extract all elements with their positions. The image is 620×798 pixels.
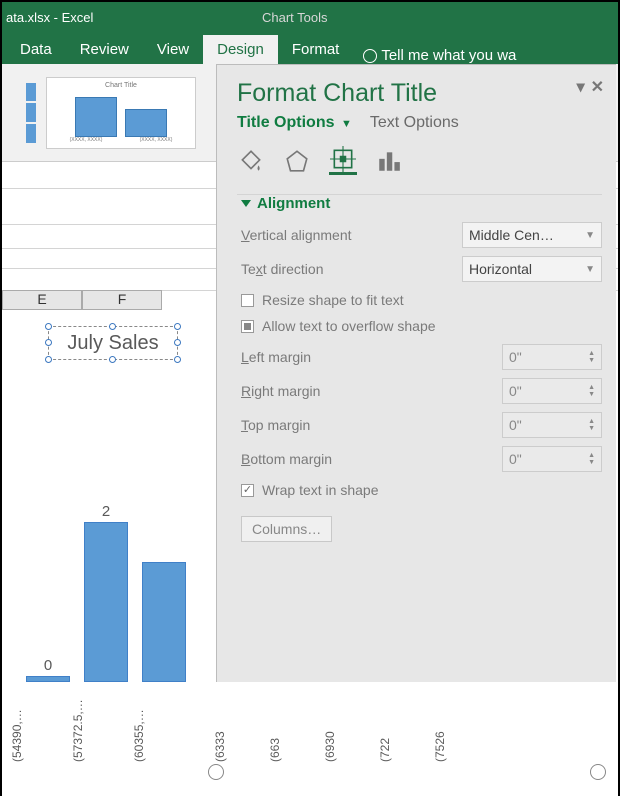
top-margin-label: Top margin (241, 417, 502, 433)
tell-me-label: Tell me what you wa (381, 47, 516, 64)
left-margin-label: Left margin (241, 349, 502, 365)
bottom-margin-input[interactable]: 0"▲▼ (502, 446, 602, 472)
chart-title[interactable]: July Sales (48, 326, 178, 360)
x-label: (722 (378, 707, 392, 762)
checkbox-icon (241, 484, 254, 497)
fill-icon[interactable] (237, 147, 265, 175)
format-category-icons (237, 142, 602, 180)
tell-me-search[interactable]: Tell me what you wa (353, 47, 516, 64)
vertical-alignment-label: Vertical alignment (241, 227, 462, 243)
lightbulb-icon (363, 49, 377, 63)
bottom-margin-label: Bottom margin (241, 451, 502, 467)
checkbox-icon (241, 294, 254, 307)
resize-to-fit-checkbox[interactable]: Resize shape to fit text (241, 292, 602, 308)
ribbon-tabs: Data Review View Design Format Tell me w… (2, 32, 618, 64)
text-direction-dropdown[interactable]: Horizontal▼ (462, 256, 602, 282)
title-bar: ata.xlsx - Excel Chart Tools (2, 2, 618, 32)
close-icon[interactable]: ✕ (591, 77, 604, 97)
format-chart-title-pane: ▾ ✕ Format Chart Title Title Options ▼ T… (216, 64, 616, 682)
window-title: ata.xlsx - Excel (6, 10, 93, 25)
x-label: (54390,… (10, 707, 24, 762)
col-header-e[interactable]: E (2, 290, 82, 310)
bars-icon[interactable] (375, 147, 403, 175)
x-label: (663 (268, 707, 282, 762)
embedded-chart[interactable]: July Sales 0 2 (16, 322, 212, 772)
chart-bar[interactable]: 0 (26, 676, 70, 682)
column-headers: E F (2, 290, 202, 310)
x-label: (7526 (433, 707, 447, 762)
top-margin-input[interactable]: 0"▲▼ (502, 412, 602, 438)
wrap-text-checkbox[interactable]: Wrap text in shape (241, 482, 602, 498)
overflow-checkbox[interactable]: Allow text to overflow shape (241, 318, 602, 334)
tab-review[interactable]: Review (66, 35, 143, 64)
tab-view[interactable]: View (143, 35, 203, 64)
right-margin-input[interactable]: 0"▲▼ (502, 378, 602, 404)
x-label: (6333 (213, 707, 227, 762)
x-label: (57372.5,… (71, 707, 85, 762)
chart-resize-handle[interactable] (590, 764, 606, 780)
tab-design[interactable]: Design (203, 35, 278, 64)
pane-options-icon[interactable]: ▾ (577, 77, 585, 97)
chart-plot-area: 0 2 (26, 482, 186, 682)
x-label: (6930 (323, 707, 337, 762)
thumbnail-title: Chart Title (51, 82, 191, 89)
x-axis-labels: (54390,… (57372.5,… (60355,… (6333 (663 … (10, 710, 488, 724)
checkbox-icon (241, 320, 254, 333)
chart-title-text: July Sales (67, 332, 158, 355)
tab-format[interactable]: Format (278, 35, 354, 64)
thumb-bar (75, 97, 117, 137)
columns-button[interactable]: Columns… (241, 516, 332, 542)
chart-style-thumbnail[interactable]: Chart Title (XXXX, XXXX) (XXXX, XXXX) (46, 77, 196, 149)
text-options-tab[interactable]: Text Options (370, 114, 459, 132)
x-label: (60355,… (132, 707, 146, 762)
chart-bar[interactable]: 2 (84, 522, 128, 682)
left-margin-input[interactable]: 0"▲▼ (502, 344, 602, 370)
alignment-section-header[interactable]: Alignment (241, 195, 602, 212)
tab-data[interactable]: Data (6, 35, 66, 64)
thumb-bar (125, 109, 167, 137)
chart-resize-handle[interactable] (208, 764, 224, 780)
size-properties-icon[interactable] (329, 147, 357, 175)
chart-bar[interactable] (142, 562, 186, 682)
effects-icon[interactable] (283, 147, 311, 175)
col-header-f[interactable]: F (82, 290, 162, 310)
right-margin-label: Right margin (241, 383, 502, 399)
text-direction-label: Text direction (241, 261, 462, 277)
title-options-tab[interactable]: Title Options ▼ (237, 114, 352, 132)
panel-title: Format Chart Title (237, 79, 602, 108)
vertical-alignment-dropdown[interactable]: Middle Cen…▼ (462, 222, 602, 248)
chart-tools-label: Chart Tools (262, 10, 328, 25)
